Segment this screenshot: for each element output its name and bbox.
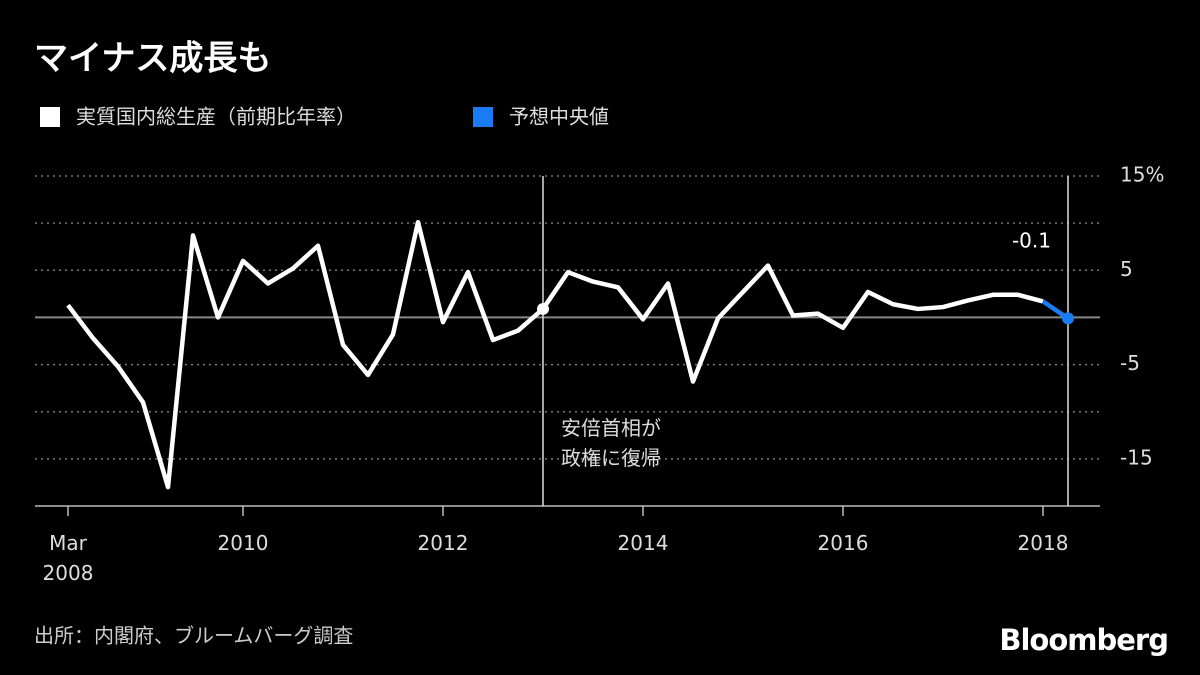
- x-tick-label: 2014: [617, 531, 669, 555]
- annotation: 安倍首相が 政権に復帰: [561, 416, 661, 470]
- x-tick-label: Mar 2008: [42, 531, 94, 585]
- x-tick-label: 2018: [1017, 531, 1069, 555]
- value-label: -0.1: [1012, 229, 1051, 253]
- highlight-point: [537, 302, 549, 315]
- legend-swatch: [40, 107, 60, 127]
- legend-swatch: [473, 107, 493, 127]
- x-tick-label: 2016: [817, 531, 869, 555]
- x-tick-label: 2010: [217, 531, 269, 555]
- y-tick-label: 15%: [1120, 163, 1164, 187]
- series-line: [66, 219, 1044, 490]
- legend-label: 予想中央値: [509, 105, 609, 129]
- y-tick-label: 5: [1120, 257, 1133, 281]
- y-tick-label: -5: [1120, 351, 1140, 375]
- legend-label: 実質国内総生産（前期比年率）: [76, 105, 356, 129]
- x-tick-label: 2012: [417, 531, 469, 555]
- y-tick-label: -15: [1120, 445, 1153, 469]
- brand: Bloomberg: [999, 623, 1168, 657]
- chart-title: マイナス成長も: [34, 39, 271, 79]
- source: 出所：内閣府、ブルームバーグ調査: [34, 624, 353, 648]
- forecast-point: [1062, 312, 1074, 325]
